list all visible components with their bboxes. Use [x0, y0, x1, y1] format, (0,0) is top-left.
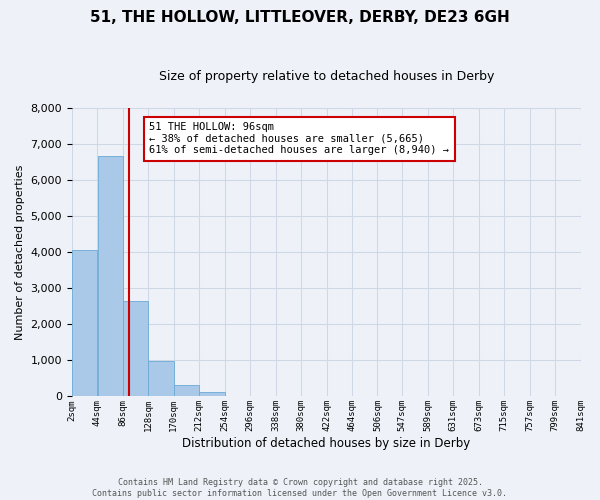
- Bar: [72, 250, 97, 396]
- X-axis label: Distribution of detached houses by size in Derby: Distribution of detached houses by size …: [182, 437, 470, 450]
- Bar: [98, 156, 122, 396]
- Text: 51 THE HOLLOW: 96sqm
← 38% of detached houses are smaller (5,665)
61% of semi-de: 51 THE HOLLOW: 96sqm ← 38% of detached h…: [149, 122, 449, 156]
- Text: 51, THE HOLLOW, LITTLEOVER, DERBY, DE23 6GH: 51, THE HOLLOW, LITTLEOVER, DERBY, DE23 …: [90, 10, 510, 25]
- Text: Contains HM Land Registry data © Crown copyright and database right 2025.
Contai: Contains HM Land Registry data © Crown c…: [92, 478, 508, 498]
- Y-axis label: Number of detached properties: Number of detached properties: [15, 164, 25, 340]
- Bar: [148, 361, 173, 396]
- Bar: [199, 392, 224, 396]
- Title: Size of property relative to detached houses in Derby: Size of property relative to detached ho…: [158, 70, 494, 83]
- Bar: [123, 301, 148, 396]
- Bar: [174, 385, 199, 396]
